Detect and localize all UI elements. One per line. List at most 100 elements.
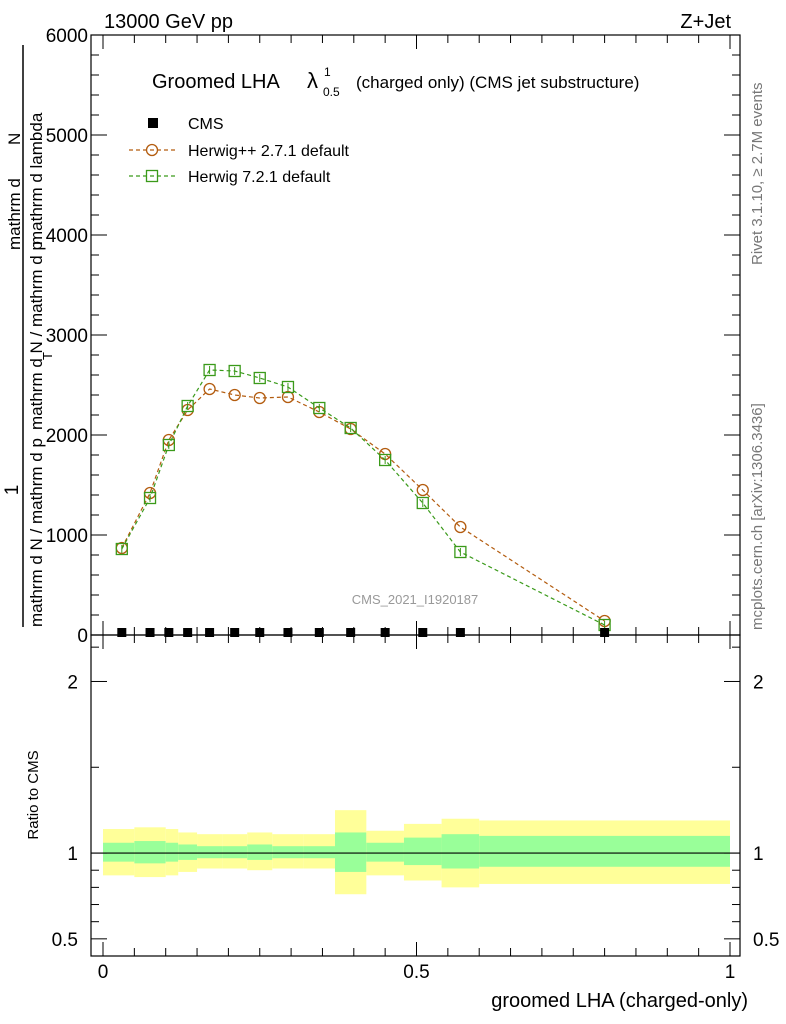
ratio-inner-band (303, 846, 335, 859)
cms-point (255, 628, 265, 637)
ratio-panel-frame (90, 634, 741, 957)
herwigpp-point (203, 382, 216, 396)
ratio-ytick-label: 0.5 (52, 930, 78, 951)
ratio-inner-band (222, 846, 248, 859)
herwig7-point (378, 453, 392, 467)
herwig7-point (344, 421, 357, 435)
cms-point (205, 628, 215, 637)
legend-herwigpp-label: Herwig++ 2.7.1 default (188, 143, 350, 160)
ratio-y-label: Ratio to CMS (25, 750, 42, 839)
ratio-inner-band (334, 832, 367, 872)
cms-point (346, 628, 356, 637)
main-ytick-label: 6000 (46, 26, 88, 47)
mcplots-label: mcplots.cern.ch [arXiv:1306.3436] (749, 403, 766, 630)
cms-point (164, 628, 174, 637)
title-superscript: 1 (324, 65, 331, 79)
ratio-inner-band (134, 841, 166, 864)
x-axis-label: groomed LHA (charged-only) (491, 990, 748, 1012)
cms-point (230, 628, 240, 637)
cms-point (380, 628, 390, 637)
cms-point (283, 628, 293, 637)
ratio-ytick-label: 2 (67, 672, 78, 693)
main-ytick-label: 4000 (46, 226, 88, 247)
main-ytick-label: 0 (77, 626, 88, 647)
ylabel-top: mathrm d (5, 178, 24, 250)
main-ytick-label: 1000 (46, 526, 88, 547)
title-symbol: λ (307, 68, 318, 93)
legend: CMS Herwig++ 2.7.1 default Herwig 7.2.1 … (129, 116, 350, 186)
cms-point (600, 628, 610, 637)
ratio-ytick-label-right: 1 (753, 844, 764, 865)
herwigpp-point (454, 520, 467, 534)
plot-title: Groomed LHA λ 1 0.5 (charged only) (CMS … (152, 65, 639, 99)
ratio-inner-band (165, 842, 179, 862)
herwig7-point (203, 363, 216, 377)
cms-point (455, 628, 465, 637)
x-tick-label: 0.5 (403, 962, 429, 983)
analysis-watermark: CMS_2021_I1920187 (352, 592, 479, 607)
x-tick-label: 1 (725, 962, 736, 983)
ratio-inner-band (197, 846, 223, 859)
main-ytick-label: 3000 (46, 326, 88, 347)
legend-herwig7-label: Herwig 7.2.1 default (188, 169, 331, 186)
title-subscript: 0.5 (323, 85, 340, 99)
herwig7-point (162, 438, 175, 452)
main-y-tick-labels: 0 1000 2000 3000 4000 5000 6000 (46, 26, 88, 647)
ratio-uncertainty-bands (103, 810, 730, 895)
ratio-inner-band (103, 842, 135, 862)
cms-data-layer (117, 628, 610, 637)
herwigpp-point (253, 391, 266, 405)
legend-herwigpp-marker (145, 143, 159, 157)
ylabel-numerator: 1 (2, 485, 23, 496)
ylabel-subscript: T (40, 352, 55, 360)
herwig7-point (454, 545, 467, 559)
main-ytick-label: 2000 (46, 426, 88, 447)
legend-cms-marker (148, 118, 158, 128)
rivet-label: Rivet 3.1.10, ≥ 2.7M events (749, 83, 766, 266)
ratio-ytick-label-right: 2 (753, 672, 764, 693)
cms-point (183, 628, 193, 637)
herwig7-point (253, 371, 266, 385)
cms-point (314, 628, 324, 637)
ratio-inner-band (247, 844, 273, 860)
ylabel-denominator: mathrm d N / mathrm d p (27, 438, 46, 627)
ratio-inner-band (441, 834, 480, 869)
title-main: Groomed LHA (152, 71, 280, 93)
mc-series-layer (115, 363, 611, 632)
herwigpp-point (416, 483, 429, 497)
herwig7-point (181, 399, 194, 413)
ratio-ytick-label: 1 (67, 844, 78, 865)
main-axis-ticks (91, 34, 740, 636)
cms-point (418, 628, 428, 637)
herwigpp-line (121, 388, 605, 622)
herwig7-point (143, 491, 157, 505)
ylabel-lambda: mathrm d lambda (27, 112, 46, 245)
herwig7-point (416, 496, 429, 510)
x-tick-label: 0 (98, 962, 109, 983)
main-ytick-label: 5000 (46, 126, 88, 147)
herwigpp-point (228, 388, 241, 402)
energy-label: 13000 GeV pp (104, 11, 233, 33)
herwig7-point (115, 542, 128, 556)
cms-point (145, 628, 155, 637)
herwig7-point (313, 401, 326, 415)
herwig7-line (121, 369, 605, 626)
ratio-axis-ticks (91, 635, 740, 956)
ratio-inner-band (366, 842, 404, 862)
legend-herwig7-marker (145, 169, 159, 183)
ratio-inner-band (479, 835, 730, 867)
x-tick-labels: 0 0.5 1 (98, 962, 736, 983)
ratio-inner-band (178, 844, 198, 860)
ratio-inner-band (272, 846, 304, 859)
ratio-y-tick-labels: 0.5 0.5 1 1 2 2 (52, 672, 780, 950)
ylabel-denominator-2: mathrm d N / mathrm d p (27, 241, 46, 430)
ratio-inner-band (403, 837, 442, 866)
herwig7-point (281, 380, 295, 394)
ylabel-top-n: N (5, 133, 24, 145)
cms-point (117, 628, 127, 637)
title-rest: (charged only) (CMS jet substructure) (356, 73, 639, 92)
process-label: Z+Jet (680, 11, 731, 33)
legend-cms-label: CMS (188, 116, 224, 133)
main-y-label: 1 mathrm d N / mathrm d p mathrm d N / m… (2, 45, 55, 627)
